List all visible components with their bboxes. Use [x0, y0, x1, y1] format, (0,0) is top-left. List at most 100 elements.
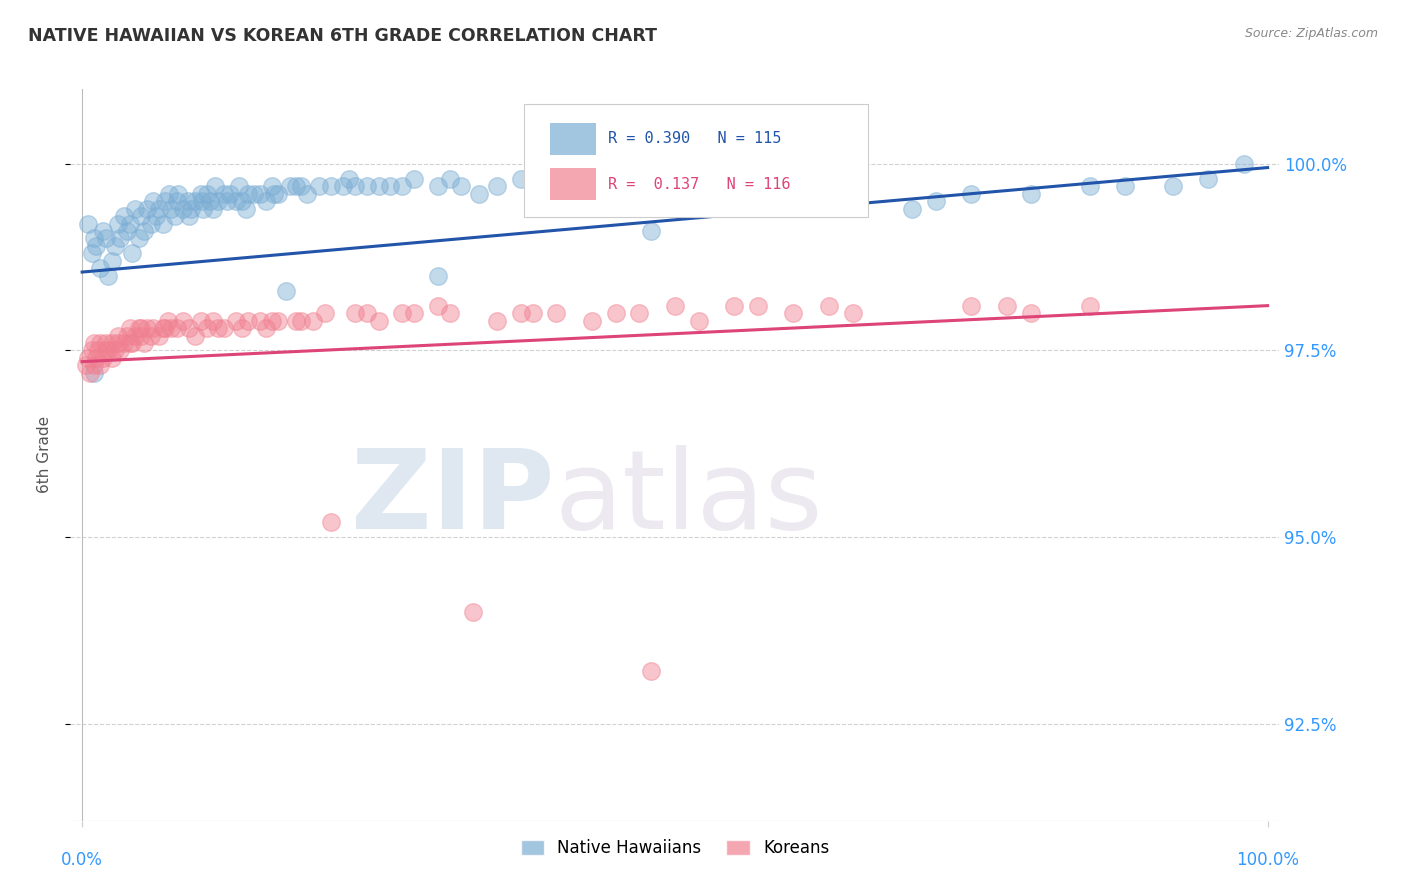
Point [274, 284, 297, 298]
Point [1233, 157, 1256, 171]
Point [107, 335, 129, 350]
Point [131, 321, 153, 335]
Point [97, 268, 120, 283]
Point [463, 605, 485, 619]
Point [581, 313, 603, 327]
Point [439, 306, 461, 320]
Point [166, 194, 188, 209]
Text: Source: ZipAtlas.com: Source: ZipAtlas.com [1244, 27, 1378, 40]
Point [314, 306, 336, 320]
Point [219, 186, 242, 201]
Point [121, 335, 143, 350]
Point [1019, 306, 1042, 320]
Point [89, 261, 111, 276]
Point [108, 231, 131, 245]
Point [152, 217, 174, 231]
Point [204, 179, 226, 194]
Point [231, 321, 253, 335]
Point [284, 313, 307, 327]
Point [605, 306, 627, 320]
Point [176, 194, 198, 209]
Point [260, 179, 283, 194]
Point [254, 321, 277, 335]
FancyBboxPatch shape [524, 103, 869, 218]
Point [86, 343, 108, 358]
Point [191, 202, 214, 216]
Point [201, 202, 224, 216]
Point [190, 186, 212, 201]
Point [228, 179, 250, 194]
Point [108, 343, 131, 358]
Point [115, 328, 138, 343]
Point [112, 335, 135, 350]
Point [628, 306, 651, 320]
Point [214, 186, 236, 201]
Point [94, 343, 117, 358]
Point [249, 186, 271, 201]
Point [167, 186, 190, 201]
Point [278, 179, 301, 194]
Point [207, 321, 229, 335]
Point [115, 224, 138, 238]
Point [86, 239, 108, 253]
Point [131, 328, 153, 343]
Point [198, 194, 221, 209]
Point [124, 328, 146, 343]
Point [156, 313, 179, 327]
Point [290, 179, 312, 194]
Point [426, 179, 449, 194]
Point [235, 202, 257, 216]
Point [486, 179, 509, 194]
Point [118, 321, 141, 335]
Point [75, 359, 97, 373]
Point [77, 351, 100, 365]
Point [139, 328, 162, 343]
Point [83, 359, 105, 373]
Point [404, 171, 426, 186]
Point [112, 209, 135, 223]
Text: 0.0%: 0.0% [62, 851, 103, 869]
Point [367, 179, 389, 194]
Text: R =  0.137   N = 116: R = 0.137 N = 116 [609, 177, 792, 192]
Point [94, 231, 117, 245]
Point [139, 217, 162, 231]
Point [640, 224, 662, 238]
Point [97, 343, 120, 358]
Point [260, 313, 283, 327]
Point [1078, 179, 1101, 194]
Point [89, 335, 111, 350]
Point [616, 179, 638, 194]
Point [1078, 299, 1101, 313]
Point [995, 299, 1018, 313]
Point [184, 328, 207, 343]
Point [468, 186, 491, 201]
Point [83, 335, 105, 350]
Point [80, 343, 103, 358]
FancyBboxPatch shape [550, 168, 596, 201]
Point [190, 313, 212, 327]
Point [101, 351, 124, 365]
Point [723, 186, 745, 201]
Point [195, 321, 218, 335]
Point [236, 186, 259, 201]
Point [191, 194, 214, 209]
Point [94, 335, 117, 350]
Point [818, 299, 841, 313]
Point [249, 313, 271, 327]
Point [267, 313, 290, 327]
Point [1114, 179, 1136, 194]
Point [201, 313, 224, 327]
Text: 100.0%: 100.0% [1236, 851, 1299, 869]
Point [180, 202, 202, 216]
Point [319, 515, 342, 529]
Y-axis label: 6th Grade: 6th Grade [37, 417, 52, 493]
Text: ZIP: ZIP [350, 445, 554, 552]
Point [723, 299, 745, 313]
Point [664, 299, 686, 313]
Point [439, 171, 461, 186]
Point [901, 202, 924, 216]
Point [640, 665, 662, 679]
Point [195, 186, 218, 201]
Point [214, 321, 236, 335]
Legend: Native Hawaiians, Koreans: Native Hawaiians, Koreans [513, 832, 837, 863]
